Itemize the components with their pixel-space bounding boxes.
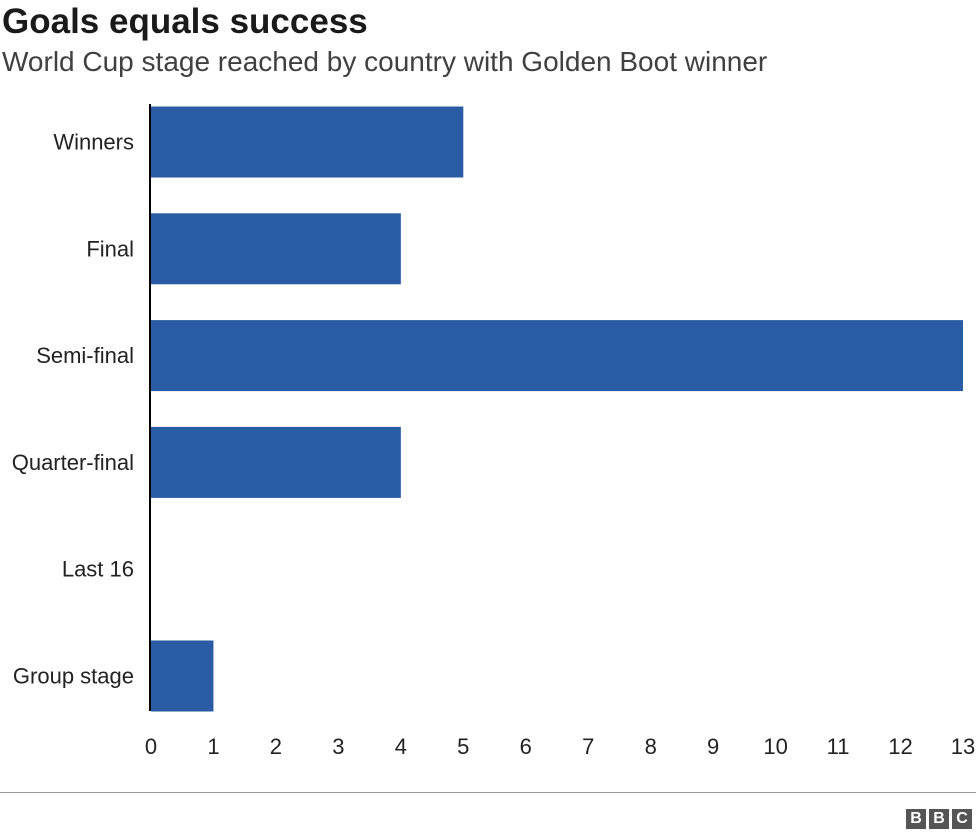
x-tick-label: 7	[582, 734, 594, 759]
x-tick-label: 9	[707, 734, 719, 759]
x-tick-label: 3	[332, 734, 344, 759]
category-label-quarter-final: Quarter-final	[12, 450, 134, 475]
chart-title: Goals equals success	[2, 2, 368, 41]
bbc-logo-letter: C	[952, 809, 972, 829]
x-tick-label: 8	[645, 734, 657, 759]
x-tick-label: 11	[827, 734, 850, 759]
chart-subtitle: World Cup stage reached by country with …	[2, 46, 768, 77]
category-labels: Winners Final Semi-final Quarter-final Last …	[12, 130, 134, 689]
x-tick-label: 0	[145, 734, 157, 759]
bar-quarter-final	[151, 426, 401, 498]
x-tick-label: 12	[888, 734, 912, 759]
category-label-winners: Winners	[53, 130, 134, 155]
bar-final	[151, 213, 401, 285]
category-label-group-stage: Group stage	[13, 664, 134, 689]
x-tick-label: 1	[207, 734, 219, 759]
x-tick-labels: 0 1 2 3 4 5 6 7 8 9 10 11 12 13	[145, 734, 975, 759]
bbc-logo-letter: B	[906, 809, 926, 829]
category-label-last-16: Last 16	[62, 557, 134, 582]
bar-group-stage	[151, 640, 214, 712]
bars-layer	[151, 106, 963, 712]
x-tick-label: 13	[951, 734, 975, 759]
x-tick-label: 5	[457, 734, 469, 759]
x-tick-label: 4	[395, 734, 407, 759]
bbc-logo: B B C	[906, 809, 972, 829]
category-label-semi-final: Semi-final	[36, 343, 134, 368]
category-label-final: Final	[86, 236, 134, 261]
x-tick-label: 6	[520, 734, 532, 759]
x-tick-label: 2	[270, 734, 282, 759]
bar-chart: Winners Final Semi-final Quarter-final Last …	[12, 104, 975, 759]
bar-semi-final	[151, 320, 963, 392]
bar-winners	[151, 106, 464, 178]
x-tick-label: 10	[763, 734, 787, 759]
bbc-logo-letter: B	[929, 809, 949, 829]
footer-divider	[0, 792, 976, 793]
